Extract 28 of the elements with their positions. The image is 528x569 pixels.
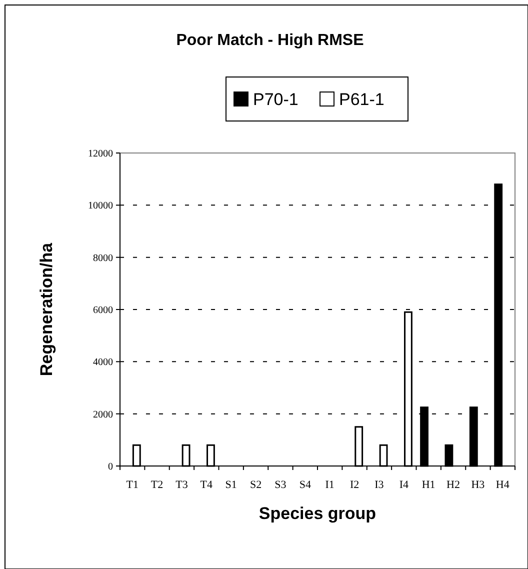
- y-tick-label: 2000: [93, 409, 113, 420]
- x-tick-label: H1: [422, 479, 436, 491]
- x-tick-label: H2: [446, 479, 460, 491]
- x-tick-label: S4: [299, 479, 312, 491]
- y-tick-label: 8000: [93, 252, 113, 264]
- x-tick-label: T3: [176, 479, 188, 491]
- y-tick-label: 4000: [93, 357, 113, 368]
- y-tick-label: 12000: [88, 148, 113, 160]
- legend-label: P70-1: [253, 90, 298, 109]
- x-tick-label: H3: [471, 479, 486, 491]
- x-tick-label: I3: [374, 479, 384, 491]
- chart-title: Poor Match - High RMSE: [176, 32, 364, 49]
- y-tick-label: 6000: [93, 305, 113, 316]
- x-tick-label: I2: [350, 479, 360, 491]
- x-tick-label: I1: [325, 479, 334, 491]
- x-tick-label: T1: [126, 479, 138, 491]
- x-tick-label: I4: [399, 479, 409, 491]
- x-tick-label: T2: [150, 479, 164, 491]
- x-tick-label: S3: [274, 479, 287, 491]
- y-tick-label: 10000: [88, 200, 113, 212]
- y-tick-label: 0: [108, 462, 113, 472]
- x-tick-label: T4: [200, 479, 214, 491]
- legend-label: P61-1: [339, 90, 384, 109]
- y-axis-title: Regeneration/ha: [37, 242, 56, 376]
- x-tick-label: S1: [225, 479, 237, 491]
- x-axis-title: Species group: [258, 504, 376, 523]
- x-tick-label: S2: [250, 479, 262, 491]
- x-tick-label: H4: [496, 479, 510, 491]
